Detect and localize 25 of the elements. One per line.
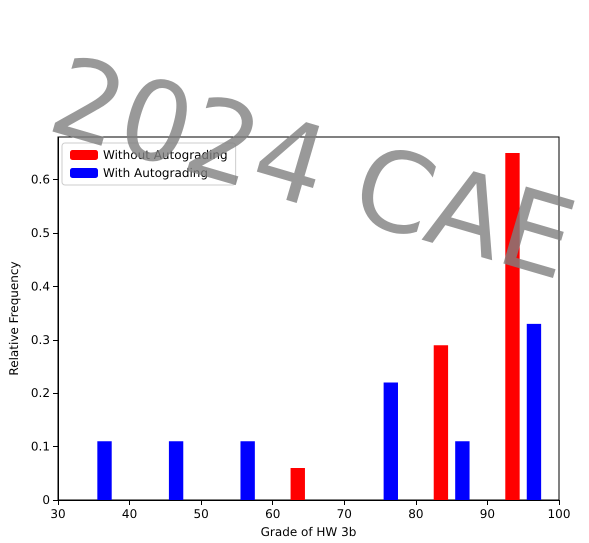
bar — [290, 468, 305, 500]
x-tick-label: 30 — [50, 507, 66, 521]
x-tick-label: 50 — [194, 507, 209, 521]
y-axis-title: Relative Frequency — [7, 261, 21, 376]
x-tick-label: 60 — [265, 507, 280, 521]
y-tick-label: 0.6 — [30, 172, 50, 187]
bar — [97, 441, 112, 500]
bar — [434, 345, 448, 500]
y-tick-label: 0.1 — [30, 440, 50, 454]
bar — [168, 441, 184, 500]
y-tick-label: 0.5 — [30, 226, 50, 240]
x-tick-label: 90 — [480, 507, 496, 521]
y-tick-label: 0.4 — [30, 279, 50, 294]
bar — [240, 441, 255, 500]
x-tick-label: 80 — [408, 507, 424, 521]
bar — [455, 441, 470, 500]
bar — [526, 324, 542, 500]
y-tick-label: 0.2 — [30, 386, 50, 400]
x-axis-title: Grade of HW 3b — [260, 525, 356, 539]
x-tick-label: 70 — [336, 507, 352, 521]
x-tick-label: 100 — [548, 507, 570, 521]
x-tick-label: 40 — [122, 507, 138, 521]
y-tick-label: 0.3 — [30, 332, 50, 347]
bar — [384, 382, 398, 500]
y-tick-label: 0 — [42, 493, 50, 507]
